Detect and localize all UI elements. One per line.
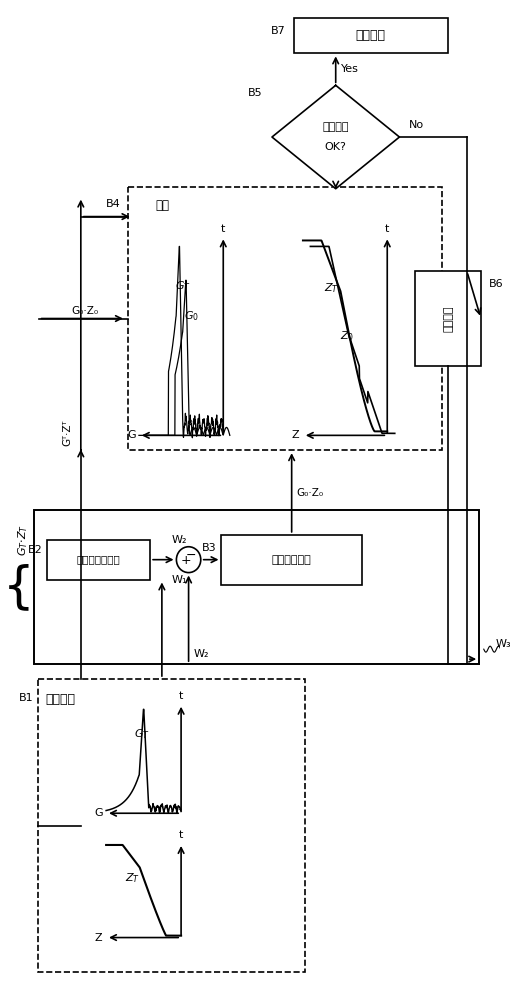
Bar	[416, 271, 481, 366]
Circle shape	[177, 547, 201, 573]
Text: −: −	[186, 549, 197, 562]
Text: {: {	[3, 563, 35, 611]
Text: 浮动路径制御: 浮动路径制御	[272, 555, 312, 565]
Text: t: t	[221, 224, 226, 234]
Text: W₃: W₃	[496, 639, 511, 649]
Text: W₂: W₂	[193, 649, 209, 659]
Text: W₁: W₁	[171, 575, 187, 585]
Text: t: t	[385, 224, 389, 234]
Polygon shape	[272, 85, 400, 189]
Text: G: G	[94, 808, 103, 818]
Text: $G_0$: $G_0$	[184, 309, 199, 323]
Text: Z: Z	[95, 933, 102, 943]
Text: 目标波形: 目标波形	[45, 693, 75, 706]
Text: OK?: OK?	[325, 142, 347, 152]
Text: $G_T$: $G_T$	[134, 727, 150, 741]
Text: B1: B1	[19, 693, 33, 703]
Text: t: t	[179, 691, 183, 701]
Text: 精度判定: 精度判定	[322, 122, 349, 132]
Text: 比较: 比较	[156, 199, 170, 212]
Text: Yes: Yes	[341, 64, 359, 74]
Text: $Z_T$: $Z_T$	[125, 871, 140, 885]
Text: B4: B4	[106, 199, 120, 209]
Text: No: No	[409, 120, 424, 130]
Text: Gᵀ·Zᵀ: Gᵀ·Zᵀ	[63, 420, 73, 446]
Text: $G_T{\cdot}Z_T$: $G_T{\cdot}Z_T$	[16, 524, 30, 556]
Text: B6: B6	[488, 279, 503, 289]
Text: B2: B2	[28, 545, 42, 555]
Text: t: t	[179, 830, 183, 840]
Text: +: +	[180, 554, 191, 567]
Text: 试验开始: 试验开始	[356, 29, 386, 42]
Text: G₀·Z₀: G₀·Z₀	[72, 306, 98, 316]
Text: 制控入力生成部: 制控入力生成部	[77, 555, 121, 565]
Text: 误差运算: 误差运算	[443, 305, 453, 332]
Bar	[34, 510, 479, 664]
Bar	[38, 679, 305, 972]
Text: $G_T$: $G_T$	[175, 279, 191, 293]
Bar	[294, 18, 448, 53]
Text: B5: B5	[248, 88, 263, 98]
Text: B3: B3	[202, 543, 217, 553]
Text: $Z_0$: $Z_0$	[340, 329, 355, 343]
Bar	[47, 540, 150, 580]
Text: $Z_T$: $Z_T$	[323, 281, 339, 295]
Bar	[221, 535, 362, 585]
Text: Z: Z	[291, 430, 299, 440]
Text: G₀·Z₀: G₀·Z₀	[296, 488, 323, 498]
Text: B7: B7	[271, 26, 286, 36]
Text: W₂: W₂	[171, 535, 187, 545]
Bar	[128, 187, 441, 450]
Text: G: G	[127, 430, 136, 440]
